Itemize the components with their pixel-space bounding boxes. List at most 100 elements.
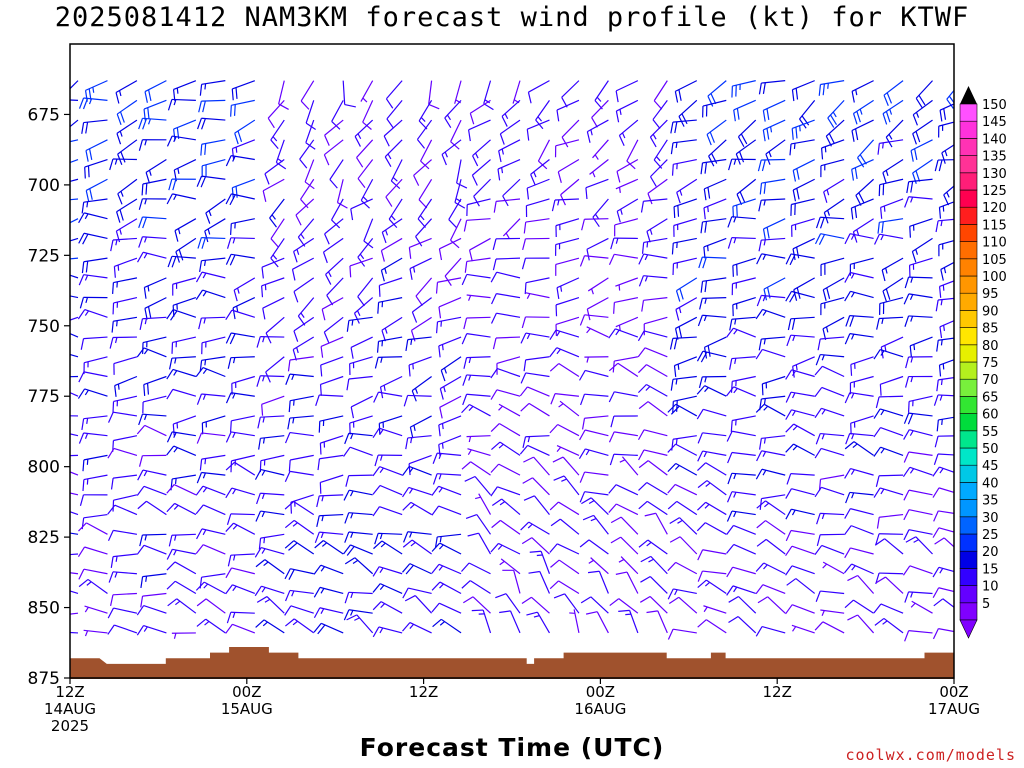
wind-barb	[792, 356, 815, 378]
wind-barb	[225, 623, 256, 634]
wind-barb	[115, 218, 138, 243]
y-tick-label: 850	[28, 599, 60, 619]
wind-barb	[902, 466, 933, 478]
source-credit[interactable]: coolwx.com/models	[845, 746, 1016, 764]
wind-barb	[759, 395, 786, 411]
wind-barb	[70, 139, 79, 143]
wind-barb	[287, 415, 314, 430]
wind-barb	[904, 196, 933, 208]
colorbar-label: 85	[982, 322, 999, 337]
wind-barb	[225, 567, 255, 579]
wind-barb	[851, 119, 874, 142]
wind-barb	[262, 297, 285, 320]
wind-barb	[556, 277, 580, 300]
wind-barb	[912, 159, 933, 184]
colorbar-label: 90	[982, 304, 999, 319]
wind-barb	[288, 395, 314, 413]
wind-barb	[939, 320, 954, 339]
wind-barb	[549, 363, 580, 378]
wind-barb	[697, 579, 727, 594]
wind-barb	[166, 135, 196, 147]
wind-barb	[225, 487, 255, 499]
wind-barb	[145, 159, 167, 184]
wind-barb	[431, 505, 462, 516]
wind-barb	[703, 336, 727, 359]
wind-barb	[350, 395, 373, 419]
wind-barb	[586, 297, 609, 321]
wind-barb	[550, 559, 580, 575]
x-tick-label: 00Z	[232, 683, 261, 701]
wind-barb	[702, 99, 727, 118]
wind-barb	[932, 527, 954, 538]
wind-barb	[785, 423, 815, 437]
colorbar-swatch	[959, 172, 978, 191]
wind-barb	[170, 474, 196, 491]
wind-barb	[758, 237, 786, 252]
wind-barb	[785, 409, 815, 420]
wind-barb	[405, 336, 432, 352]
wind-barb	[638, 539, 668, 555]
wind-barb	[467, 448, 491, 456]
y-tick-label: 800	[28, 458, 60, 478]
wind-barb	[697, 462, 727, 476]
wind-barb	[498, 139, 521, 163]
wind-barb	[139, 533, 167, 547]
wind-barb	[466, 198, 491, 217]
wind-barb	[227, 553, 255, 567]
wind-barb	[726, 386, 756, 397]
wind-barb	[138, 198, 167, 210]
wind-barb	[77, 309, 108, 320]
wind-barb	[388, 198, 403, 229]
wind-barb	[324, 119, 344, 146]
wind-barb	[844, 441, 874, 456]
wind-barb	[879, 375, 904, 396]
wind-barb	[591, 99, 609, 128]
wind-barb	[756, 520, 786, 535]
wind-barb	[552, 456, 580, 476]
wind-barb	[444, 257, 462, 286]
wind-barb	[270, 218, 285, 248]
wind-barb	[903, 293, 933, 305]
wind-barb	[350, 336, 373, 359]
wind-barb	[167, 255, 196, 268]
wind-barb	[350, 198, 373, 221]
colorbar-swatch	[959, 310, 978, 328]
wind-barb	[403, 531, 432, 543]
wind-barb	[448, 198, 462, 229]
wind-barb	[555, 297, 580, 317]
wind-barb	[756, 538, 786, 555]
wind-barb	[287, 356, 314, 372]
wind-barb	[439, 395, 462, 419]
wind-barb	[608, 391, 638, 403]
wind-barb	[584, 356, 609, 363]
wind-barb	[70, 353, 79, 358]
wind-barb	[876, 513, 904, 529]
wind-barb	[756, 500, 786, 516]
wind-barb	[300, 80, 315, 110]
wind-barb	[844, 508, 874, 519]
wind-barb	[700, 218, 727, 234]
wind-barb	[903, 489, 933, 501]
wind-barb	[231, 139, 256, 160]
wind-barb	[641, 297, 668, 312]
wind-barb	[755, 348, 786, 360]
wind-barb	[697, 549, 727, 561]
wind-barb	[938, 359, 954, 377]
wind-barb	[903, 451, 933, 463]
wind-barb	[522, 477, 550, 496]
wind-barb	[70, 119, 79, 128]
wind-barb	[70, 612, 79, 615]
wind-barb	[675, 297, 698, 321]
wind-barb	[758, 198, 786, 212]
wind-barb	[336, 179, 348, 209]
wind-barb	[910, 600, 933, 614]
wind-barb	[618, 119, 639, 147]
wind-barb	[136, 544, 167, 555]
wind-barb	[637, 383, 668, 397]
wind-barb	[325, 257, 344, 285]
wind-barb	[649, 119, 668, 148]
wind-barb	[319, 375, 344, 396]
wind-barb	[490, 271, 521, 283]
wind-barb	[786, 473, 815, 485]
wind-barb	[113, 356, 138, 375]
